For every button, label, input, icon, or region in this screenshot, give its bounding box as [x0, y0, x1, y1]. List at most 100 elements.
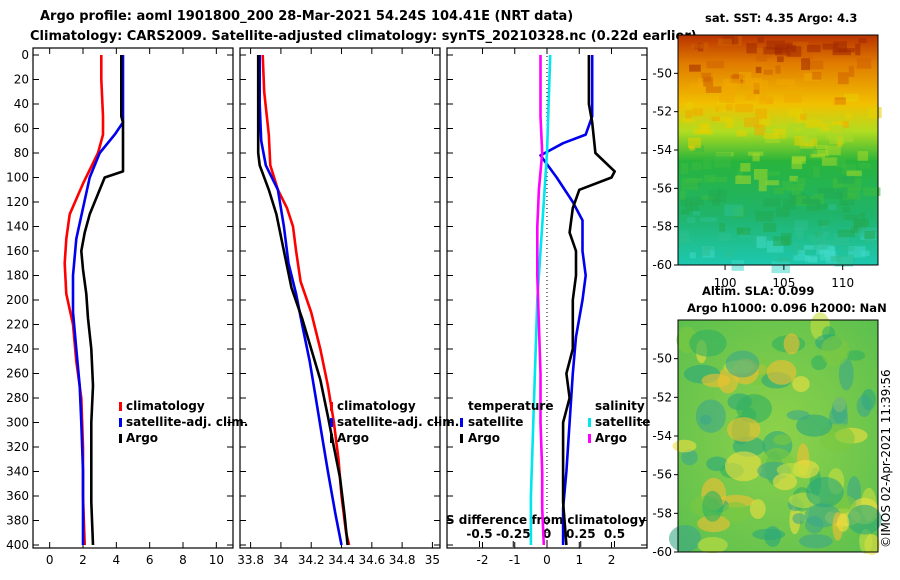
depth-tick-label: 160 — [6, 244, 29, 258]
sst-texture-cell — [755, 66, 762, 74]
series-line-argo — [256, 55, 349, 546]
sst-texture-cell — [724, 204, 743, 216]
salinity-tick-labels: 33.8 34 34.2 34.4 34.6 34.8 35 — [237, 48, 440, 567]
sst-texture-cell — [837, 229, 855, 238]
sst-texture-cell — [795, 111, 804, 124]
x-tick-label: -1 — [509, 553, 521, 567]
sst-texture-cell — [763, 223, 777, 233]
sst-texture-cell — [750, 80, 769, 90]
sst-texture-cell — [763, 69, 773, 75]
sst-texture-cell — [863, 187, 881, 196]
sst-texture-cell — [681, 118, 695, 123]
sla-texture-blob — [796, 414, 833, 437]
depth-tick-label: 280 — [6, 391, 29, 405]
sst-texture-cell — [745, 93, 756, 101]
series-line-temperature-satellite — [539, 55, 594, 545]
sla-texture-blob — [859, 528, 873, 554]
sst-texture-cell — [819, 251, 837, 261]
sst-texture-cell — [786, 85, 798, 90]
depth-tick-label: 400 — [6, 538, 29, 552]
sst-texture-cell — [774, 44, 791, 56]
legend-argo: Argo — [126, 431, 158, 445]
sst-texture-cell — [737, 168, 743, 179]
sst-texture-cell — [837, 72, 849, 85]
depth-tick-label: 260 — [6, 367, 29, 381]
sst-lat-tick-labels: -50 -52 -54 -56 -58 -60 — [652, 66, 678, 272]
x-tick-label: 34.6 — [358, 553, 385, 567]
sst-texture-cell — [698, 123, 710, 134]
sla-map: Altim. SLA: 0.099 Argo h1000: 0.096 h200… — [652, 284, 886, 559]
sst-texture-cell — [782, 180, 794, 190]
sst-texture-cell — [842, 188, 861, 200]
inner-tick-label: 0.5 — [604, 527, 625, 541]
depth-tick-label: 380 — [6, 514, 29, 528]
sst-texture-cell — [687, 217, 696, 223]
sst-texture-cell — [825, 145, 841, 156]
sla-texture-blob — [697, 515, 731, 533]
inner-tick-label: -0.25 — [496, 527, 531, 541]
legend-sal-satellite: satellite — [595, 415, 650, 429]
sst-texture-cell — [791, 183, 802, 196]
sst-texture-cell — [719, 93, 735, 103]
sst-texture-cell — [794, 220, 808, 231]
sst-texture-cell — [725, 250, 733, 258]
sla-texture-blob — [749, 499, 766, 519]
sst-texture-cell — [746, 43, 757, 54]
sst-texture-cell — [718, 38, 733, 47]
sst-texture-cell — [700, 217, 717, 222]
sst-texture-cell — [757, 36, 764, 43]
sst-texture-cell — [793, 243, 799, 255]
sst-texture-cell — [848, 65, 855, 77]
lat-tick-label: -60 — [652, 258, 672, 272]
sst-texture-cell — [722, 78, 741, 90]
sst-texture-cell — [815, 144, 828, 149]
sst-texture-cell — [708, 190, 727, 203]
sst-texture-cell — [860, 250, 870, 257]
depth-tick-label: 360 — [6, 489, 29, 503]
legend-satellite-adj: satellite-adj. clim. — [337, 415, 459, 429]
sla-texture-blob — [689, 329, 727, 357]
series-line-satellite-adj-clim- — [258, 55, 343, 546]
sst-texture-cell — [802, 137, 812, 143]
sst-texture-cell — [755, 211, 774, 222]
sst-texture-cell — [711, 116, 720, 121]
difference-tick-labels: -2 -1 0 1 2 — [476, 48, 615, 567]
sst-texture-cell — [810, 153, 826, 158]
sst-texture-cell — [839, 197, 855, 206]
sst-texture-cell — [843, 214, 859, 220]
sst-texture-cell — [842, 207, 851, 214]
sst-texture-cell — [755, 108, 768, 119]
sst-texture-cell — [760, 89, 767, 100]
temperature-panel: 0204060801001201401601802002202402602803… — [6, 47, 248, 567]
sst-texture-cell — [795, 178, 806, 187]
sst-texture-cell — [834, 131, 854, 143]
legend-satellite-adj: satellite-adj. clim. — [126, 415, 248, 429]
sst-texture-cell — [817, 187, 835, 199]
difference-lines — [529, 54, 617, 546]
sst-texture-cell — [837, 176, 855, 184]
sst-texture-cell — [867, 107, 882, 119]
series-line-climatology — [261, 54, 351, 546]
sst-texture-cell — [783, 94, 802, 103]
sst-lon-tick-labels: 100 105 110 — [714, 265, 854, 290]
depth-tick-label: 0 — [21, 48, 29, 62]
sst-texture-cell — [819, 234, 827, 244]
sst-texture-cell — [821, 157, 838, 166]
sst-texture-cell — [787, 123, 806, 128]
temperature-axes-frame — [32, 47, 234, 549]
sst-texture-cell — [791, 44, 797, 53]
sst-texture-cell — [806, 200, 821, 211]
sst-texture-cell — [684, 178, 704, 183]
sst-texture-cell — [804, 255, 818, 263]
sla-texture-blob — [846, 350, 866, 361]
sst-texture-cell — [690, 202, 699, 211]
sst-texture-cell — [787, 108, 802, 117]
sst-texture-cell — [822, 240, 840, 245]
sst-texture-cell — [803, 245, 821, 250]
series-line-salinity-argo — [535, 55, 546, 546]
sst-texture-cell — [864, 231, 876, 240]
sst-texture-cell — [805, 119, 824, 128]
sst-texture-cell — [702, 247, 711, 256]
salinity-legend: climatology satellite-adj. clim. Argo — [330, 399, 459, 445]
temperature-legend: climatology satellite-adj. clim. Argo — [119, 399, 248, 445]
